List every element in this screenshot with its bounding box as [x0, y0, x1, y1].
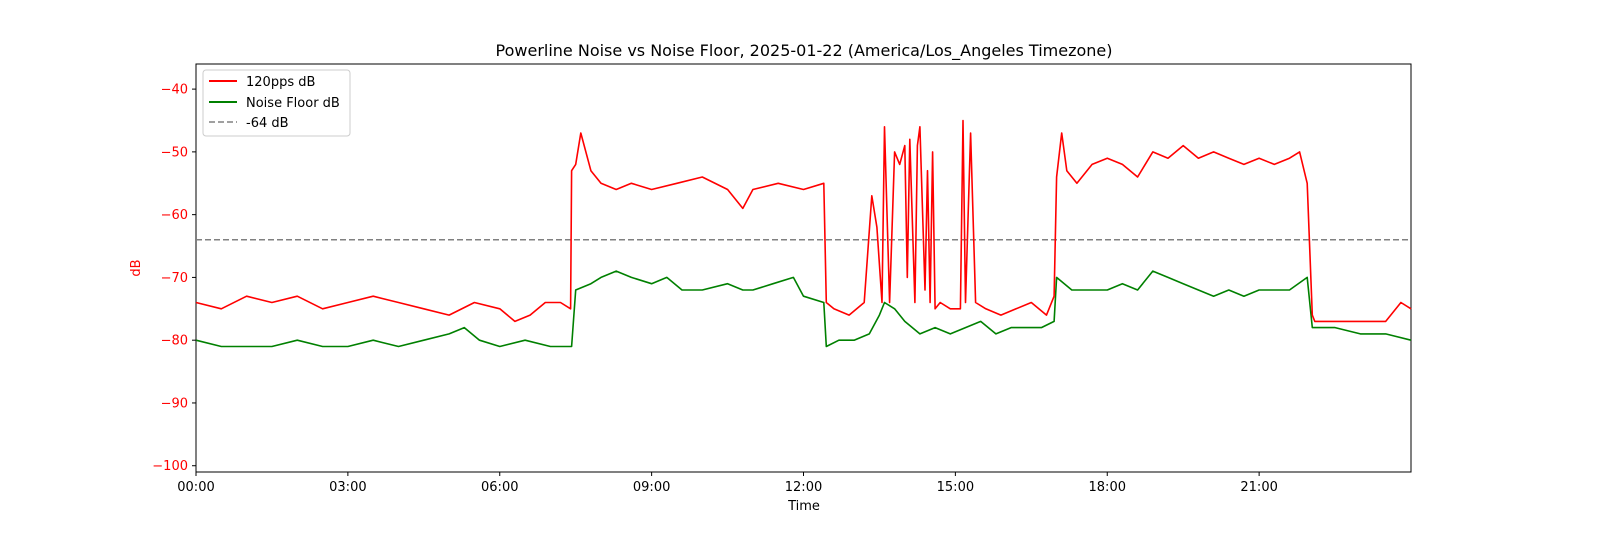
y-tick-label: −90	[161, 396, 188, 411]
x-axis: 00:00 03:00 06:00 09:00 12:00 15:00 18:00 21:00	[177, 472, 1278, 495]
x-tick-label: 06:00	[481, 480, 518, 495]
y-tick-label: −70	[161, 271, 188, 286]
x-tick-label: 03:00	[329, 480, 366, 495]
y-tick-label: −100	[152, 459, 188, 474]
y-tick-label: −40	[161, 83, 188, 98]
plot-area-frame	[195, 63, 1412, 473]
x-tick-label: 09:00	[633, 480, 670, 495]
x-tick-label: 15:00	[937, 480, 974, 495]
series-line-0	[195, 119, 1412, 323]
x-axis-label: Time	[787, 499, 820, 514]
y-tick-label: −60	[161, 208, 188, 223]
legend-label-threshold: -64 dB	[246, 116, 289, 131]
y-tick-label: −80	[161, 334, 188, 349]
y-tick-label: −50	[161, 145, 188, 160]
y-axis: −40 −50 −60 −70 −80 −90 −100	[152, 83, 196, 474]
legend-box	[202, 69, 351, 137]
x-tick-label: 21:00	[1240, 480, 1277, 495]
legend-label-noise-floor: Noise Floor dB	[246, 96, 340, 111]
x-tick-label: 12:00	[785, 480, 822, 495]
series-line-1	[195, 270, 1412, 348]
x-tick-label: 00:00	[177, 480, 214, 495]
x-tick-label: 18:00	[1089, 480, 1126, 495]
y-axis-label: dB	[129, 259, 144, 276]
legend: 120pps dB Noise Floor dB -64 dB	[202, 69, 351, 137]
chart-title: Powerline Noise vs Noise Floor, 2025-01-…	[496, 41, 1113, 61]
data-layer	[195, 119, 1412, 348]
legend-label-120pps: 120pps dB	[246, 75, 315, 90]
